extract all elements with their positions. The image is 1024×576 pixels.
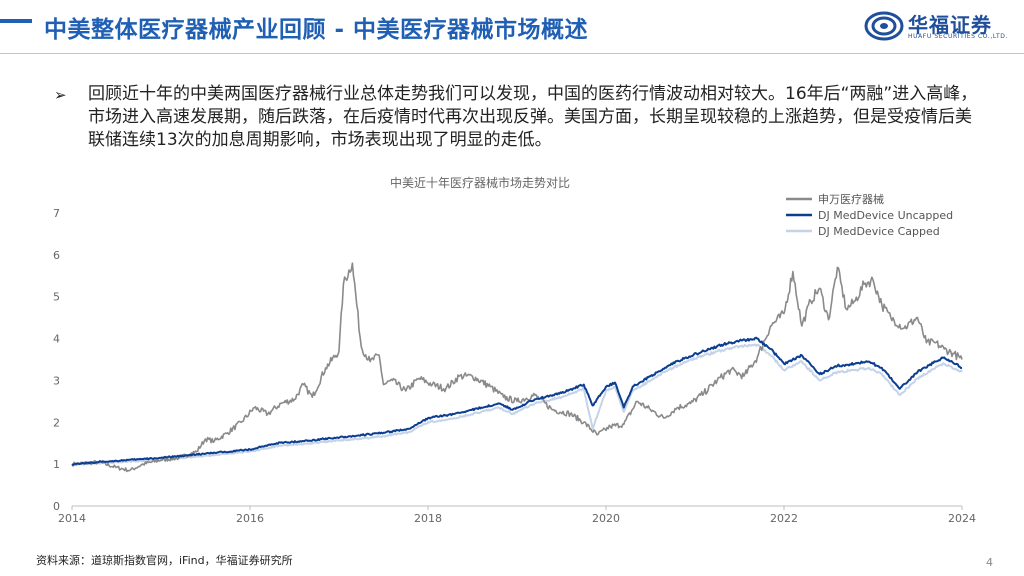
page-number: 4 — [986, 556, 993, 569]
bullet-marker: ➢ — [54, 86, 67, 104]
legend-item-dj-capped: DJ MedDevice Capped — [818, 225, 940, 238]
legend-item-dj-uncapped: DJ MedDevice Uncapped — [818, 209, 953, 222]
y-tick-label: 1 — [53, 458, 60, 471]
y-tick-label: 4 — [53, 333, 60, 346]
legend-item-sw-med-device: 申万医疗器械 — [818, 192, 884, 206]
y-tick-label: 5 — [53, 291, 60, 304]
x-tick-label: 2018 — [414, 512, 442, 525]
source-note: 资料来源：道琼斯指数官网，iFind，华福证券研究所 — [36, 554, 293, 567]
logo-text-en: HUAFU SECURITIES CO.,LTD. — [908, 33, 1009, 40]
chart-legend: 申万医疗器械 DJ MedDevice Uncapped DJ MedDevice … — [786, 192, 953, 238]
y-tick-label: 2 — [53, 416, 60, 429]
chart-series — [71, 262, 963, 473]
series-line-dj-uncapped — [71, 336, 963, 466]
x-tick-label: 2016 — [236, 512, 264, 525]
market-trend-chart: 中美近十年医疗器械市场走势对比 2014 2016 2018 2020 2022 2024… — [53, 175, 976, 525]
logo-mark-icon — [864, 11, 904, 41]
x-tick-label: 2014 — [58, 512, 86, 525]
header-divider — [0, 53, 1024, 54]
y-tick-label: 3 — [53, 374, 60, 387]
page-header: 中美整体医疗器械产业回顾 - 中美医疗器械市场概述 华福证券 HUAFU SEC… — [0, 0, 1024, 54]
chart-axes: 2014 2016 2018 2020 2022 2024 0 1 2 3 4 5 6 7 — [53, 207, 976, 525]
x-tick-label: 2024 — [948, 512, 976, 525]
y-tick-label: 6 — [53, 249, 60, 262]
chart-title: 中美近十年医疗器械市场走势对比 — [390, 175, 570, 190]
page-title: 中美整体医疗器械产业回顾 - 中美医疗器械市场概述 — [44, 17, 589, 43]
logo-text-cn: 华福证券 — [908, 13, 992, 37]
y-tick-label: 7 — [53, 207, 60, 220]
x-tick-label: 2020 — [592, 512, 620, 525]
company-logo: 华福证券 HUAFU SECURITIES CO.,LTD. — [864, 8, 1007, 44]
x-tick-label: 2022 — [770, 512, 798, 525]
bullet-paragraph: 回顾近十年的中美两国医疗器械行业总体走势我们可以发现，中国的医药行情波动相对较大… — [88, 84, 978, 150]
y-tick-label: 0 — [53, 500, 60, 513]
series-line-sw-med-device — [71, 262, 963, 473]
series-line-dj-capped — [71, 343, 963, 467]
title-accent-bar — [0, 19, 32, 23]
